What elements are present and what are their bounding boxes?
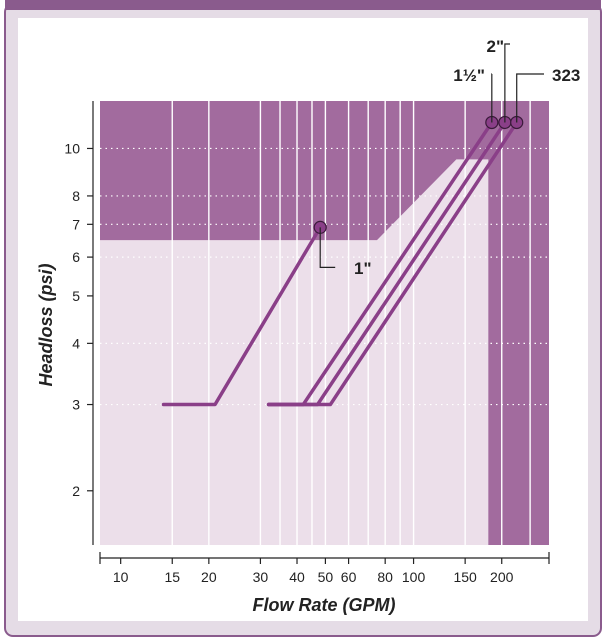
x-tick-label: 200: [490, 569, 514, 585]
y-tick-label: 6: [72, 249, 80, 265]
callout-layer: 1" 1½"2" 323: [319, 37, 580, 278]
callout-leader: [319, 227, 336, 268]
callout-leader: [516, 73, 544, 123]
x-tick-label: 80: [377, 569, 393, 585]
y-tick-label: 5: [72, 288, 80, 304]
callout-label: 1½": [453, 66, 485, 85]
x-tick-label: 15: [164, 569, 180, 585]
x-tick-label: 150: [453, 569, 477, 585]
callout-label: 1": [354, 259, 372, 278]
y-tick-label: 7: [72, 216, 80, 232]
x-tick-label: 100: [402, 569, 426, 585]
x-tick-label: 50: [318, 569, 334, 585]
callout-label: 323: [552, 66, 580, 85]
x-tick-label: 30: [253, 569, 269, 585]
y-axis-ticks: 2 3 4 5 6 7 8 10: [64, 140, 93, 499]
y-axis-title: Headloss (psi): [36, 263, 56, 386]
callout-leader: [504, 43, 510, 123]
x-tick-label: 60: [341, 569, 357, 585]
series-layer: [161, 115, 524, 407]
x-tick-label: 20: [201, 569, 217, 585]
x-tick-label: 40: [289, 569, 305, 585]
x-axis-title: Flow Rate (GPM): [253, 595, 396, 615]
series-line: [161, 225, 322, 407]
callout-label: 2": [486, 37, 504, 56]
y-tick-label: 2: [72, 483, 80, 499]
y-tick-label: 3: [72, 397, 80, 413]
plot-area: [100, 101, 549, 545]
y-tick-label: 10: [64, 140, 80, 156]
y-tick-label: 8: [72, 188, 80, 204]
limit-region: [100, 101, 549, 545]
x-axis-ticks: 10 15 20 30 40 50 60 80 100 150 200: [99, 552, 550, 585]
y-tick-label: 4: [72, 335, 80, 351]
frame-top-bar: [5, 0, 601, 10]
series-line: [266, 120, 519, 407]
x-tick-label: 10: [113, 569, 129, 585]
